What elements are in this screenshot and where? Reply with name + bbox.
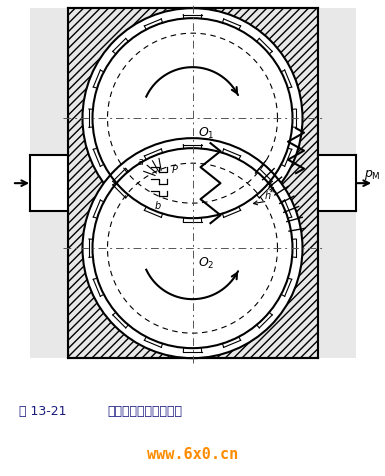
Polygon shape	[68, 8, 318, 358]
Text: www.6x0.cn: www.6x0.cn	[147, 447, 238, 462]
Polygon shape	[318, 8, 356, 155]
Polygon shape	[318, 211, 356, 358]
Text: $O_1$: $O_1$	[199, 126, 215, 141]
Text: 齿轮马达的工作原理图: 齿轮马达的工作原理图	[108, 405, 183, 418]
Text: 图 13-21: 图 13-21	[19, 405, 67, 418]
Circle shape	[82, 138, 303, 358]
Text: b: b	[154, 201, 161, 211]
Text: a: a	[137, 157, 144, 167]
Polygon shape	[30, 211, 68, 358]
Text: $O_2$: $O_2$	[199, 256, 215, 271]
Text: $p_{\rm M}$: $p_{\rm M}$	[364, 168, 381, 182]
Polygon shape	[30, 8, 68, 155]
Circle shape	[82, 8, 303, 228]
Text: h: h	[264, 191, 271, 201]
Text: P: P	[172, 165, 177, 175]
